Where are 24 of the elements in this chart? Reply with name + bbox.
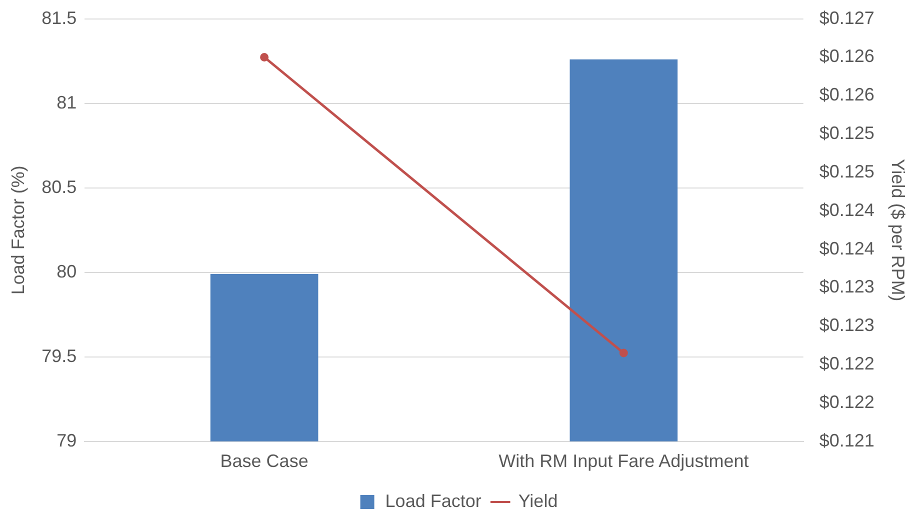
y2-tick-label: $0.125 — [819, 161, 874, 182]
x-tick-label: Base Case — [220, 451, 308, 472]
y2-axis-title: Yield ($ per RPM) — [888, 158, 908, 302]
y-axis-title: Load Factor (%) — [8, 166, 28, 295]
y-tick-label: 79 — [56, 430, 77, 450]
y2-tick-label: $0.125 — [819, 123, 874, 144]
y-tick-label: 81 — [56, 92, 77, 112]
y2-tick-label: $0.124 — [819, 200, 874, 220]
y2-tick-label: $0.121 — [819, 430, 874, 450]
y-tick-label: 80 — [56, 261, 77, 282]
y2-tick-label: $0.127 — [819, 8, 874, 28]
y-tick-label: 80.5 — [42, 176, 77, 197]
y2-tick-label: $0.122 — [819, 392, 874, 412]
x-tick-label: With RM Input Fare Adjustment — [498, 451, 749, 472]
y-tick-label: 79.5 — [42, 346, 77, 366]
legend-label: Load Factor — [385, 490, 482, 511]
y2-tick-label: $0.122 — [819, 354, 874, 374]
y-tick-label: 81.5 — [42, 8, 77, 28]
legend-label: Yield — [518, 490, 558, 511]
y2-tick-label: $0.126 — [819, 84, 874, 105]
y2-tick-label: $0.123 — [819, 315, 874, 336]
y2-tick-label: $0.126 — [819, 46, 874, 66]
y2-tick-label: $0.123 — [819, 276, 874, 297]
y2-tick-label: $0.124 — [819, 238, 874, 258]
